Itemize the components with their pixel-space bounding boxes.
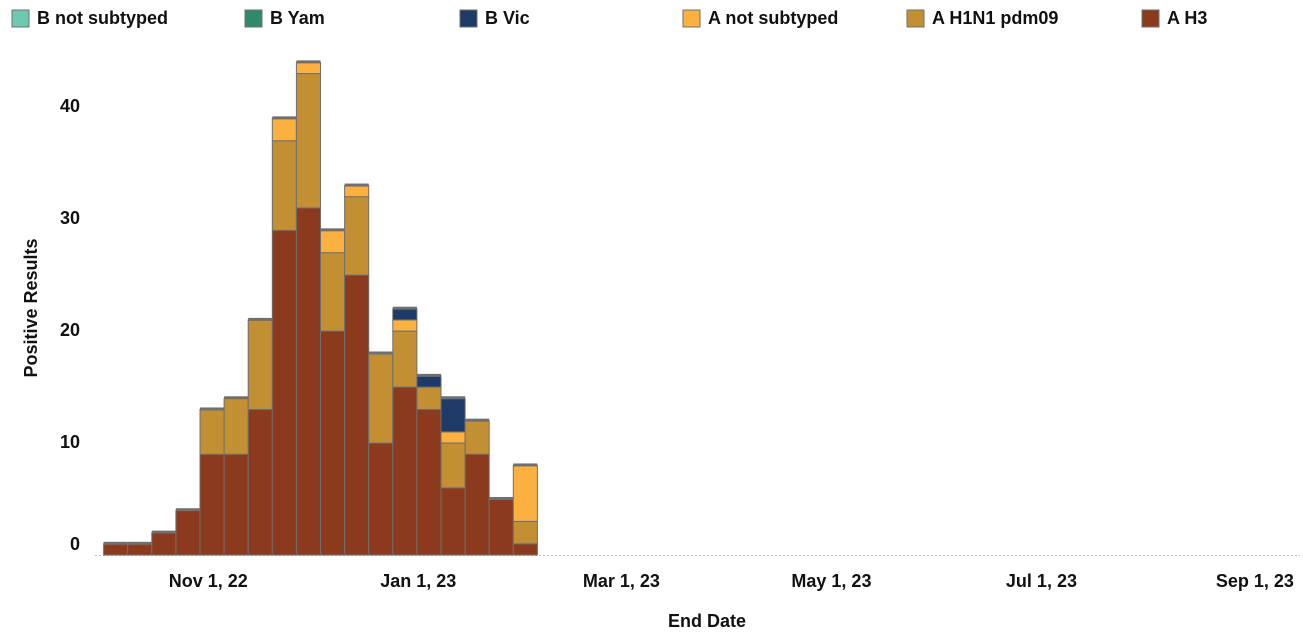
- bar-segment: [271, 229, 297, 556]
- bar-segment: [151, 532, 177, 556]
- bar-cap: [344, 183, 369, 187]
- legend-label: A H3: [1167, 8, 1207, 28]
- x-tick-label: Sep 1, 23: [1216, 571, 1294, 591]
- bar-segment: [416, 386, 442, 410]
- bar-segment: [464, 420, 490, 455]
- bar-cap: [127, 541, 152, 545]
- bar-cap: [489, 497, 514, 501]
- x-tick-label: Jul 1, 23: [1006, 571, 1077, 591]
- bar-segment: [320, 229, 346, 254]
- bar-segment: [416, 375, 442, 388]
- bar-segment: [175, 509, 201, 556]
- bar-segment: [223, 453, 249, 556]
- bar-segment: [344, 185, 370, 198]
- bar-cap: [272, 116, 297, 120]
- legend-label: B not subtyped: [37, 8, 168, 28]
- legend-swatch: [244, 9, 263, 28]
- bar-cap: [320, 228, 345, 232]
- y-tick-label: 20: [60, 320, 80, 340]
- y-tick-label: 10: [60, 432, 80, 452]
- bar-segment: [512, 520, 538, 545]
- bar-segment: [440, 487, 466, 556]
- legend-label: B Yam: [270, 8, 325, 28]
- legend-swatch: [682, 9, 701, 28]
- bar-segment: [512, 543, 538, 556]
- bar-cap: [103, 541, 128, 545]
- bar-segment: [512, 464, 538, 522]
- bar-cap: [392, 306, 417, 310]
- bar-segment: [344, 274, 370, 556]
- bar-segment: [199, 453, 225, 556]
- bar-segment: [271, 140, 297, 231]
- bar-segment: [127, 543, 153, 556]
- legend-label: B Vic: [485, 8, 530, 28]
- bar-segment: [440, 397, 466, 433]
- legend-swatch: [1141, 9, 1160, 28]
- legend-label: A H1N1 pdm09: [932, 8, 1058, 28]
- bar-cap: [416, 373, 442, 377]
- bar-segment: [295, 73, 322, 209]
- x-tick-label: Nov 1, 22: [169, 571, 248, 591]
- legend-swatch: [459, 9, 478, 28]
- legend-label: A not subtyped: [708, 8, 838, 28]
- bar-segment: [295, 207, 322, 556]
- x-axis-title: End Date: [668, 611, 746, 631]
- y-tick-label: 0: [70, 534, 80, 554]
- bar-cap: [513, 463, 538, 467]
- bar-segment: [223, 397, 249, 455]
- bar-segment: [320, 330, 346, 556]
- bar-segment: [247, 319, 273, 410]
- y-tick-label: 30: [60, 208, 80, 228]
- bar-segment: [392, 386, 418, 556]
- bar-cap: [465, 418, 490, 422]
- x-tick-label: May 1, 23: [791, 571, 871, 591]
- bar-segment: [271, 117, 297, 142]
- bar-cap: [175, 508, 201, 512]
- y-axis-title: Positive Results: [21, 238, 41, 377]
- bar-segment: [440, 442, 466, 489]
- legend-swatch: [11, 9, 30, 28]
- bar-segment: [320, 252, 346, 332]
- bar-segment: [464, 453, 490, 556]
- bar-segment: [488, 498, 514, 556]
- x-tick-label: Jan 1, 23: [380, 571, 456, 591]
- bar-segment: [392, 319, 418, 332]
- bar-cap: [224, 396, 249, 400]
- bar-segment: [344, 196, 370, 276]
- bar-cap: [441, 396, 466, 400]
- bar-segment: [368, 352, 394, 444]
- bar-segment: [392, 330, 418, 388]
- bar-segment: [247, 408, 273, 556]
- x-tick-label: Mar 1, 23: [583, 571, 660, 591]
- bar-cap: [296, 60, 321, 64]
- bar-segment: [368, 442, 394, 556]
- bar-cap: [200, 407, 225, 411]
- y-tick-label: 40: [60, 96, 80, 116]
- bar-cap: [368, 351, 393, 355]
- bar-segment: [199, 408, 225, 455]
- bar-cap: [151, 530, 176, 534]
- bar-segment: [295, 61, 322, 75]
- bar-segment: [440, 431, 466, 444]
- bar-segment: [416, 408, 442, 556]
- bar-cap: [248, 317, 273, 321]
- bar-segment: [392, 308, 418, 321]
- bar-segment: [103, 543, 129, 556]
- legend-swatch: [906, 9, 925, 28]
